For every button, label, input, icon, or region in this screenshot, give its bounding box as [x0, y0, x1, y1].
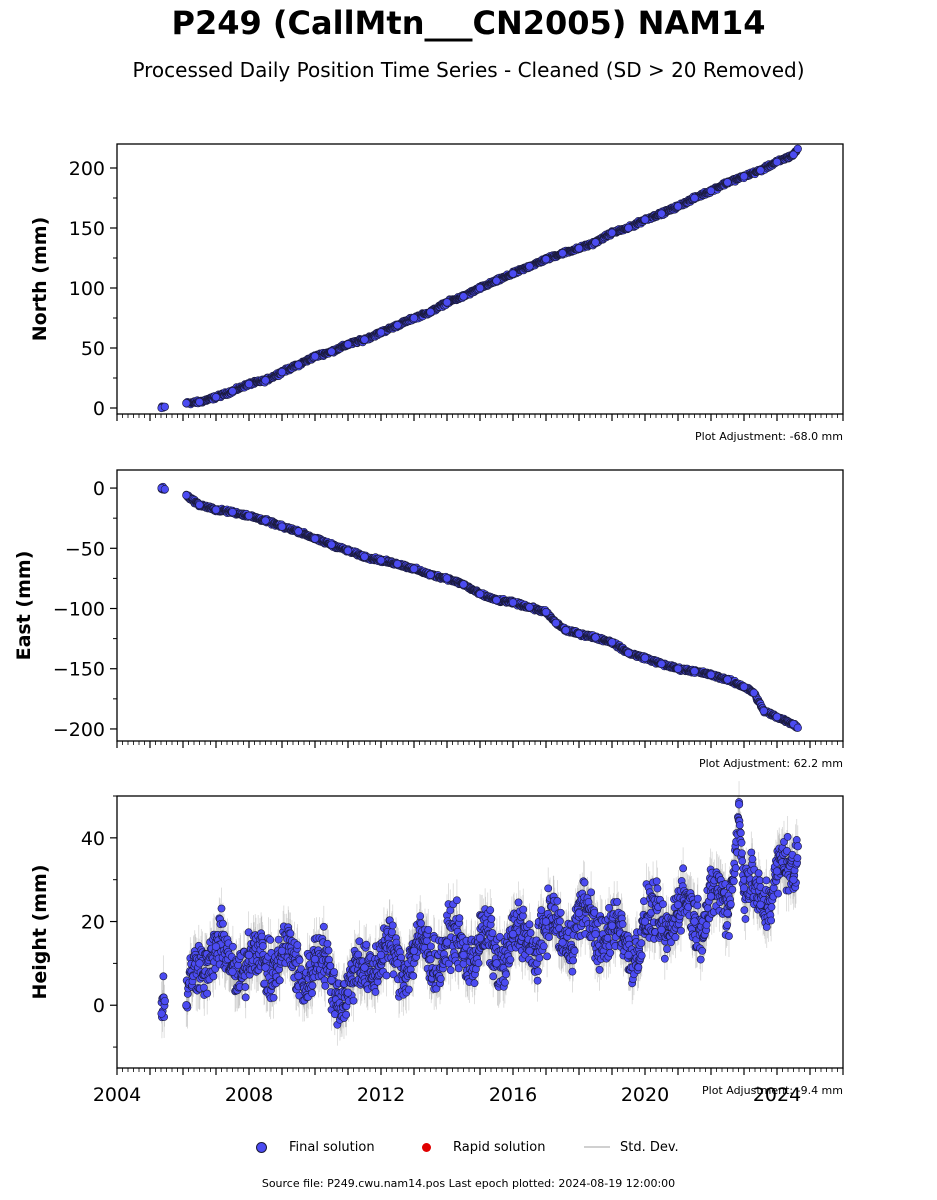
- data-point: [261, 376, 270, 385]
- data-point: [393, 321, 402, 330]
- data-point: [426, 307, 435, 317]
- y-tick-label: 0: [93, 478, 105, 500]
- data-point: [294, 360, 303, 369]
- data-point: [442, 298, 452, 307]
- data-point: [673, 202, 683, 211]
- y-tick-label: −200: [53, 719, 105, 741]
- data-point: [228, 387, 237, 396]
- data-point: [160, 402, 169, 411]
- data-point: [624, 223, 633, 233]
- data-point: [459, 292, 468, 301]
- data-point: [508, 269, 518, 278]
- data-point: [793, 144, 802, 153]
- data-point: [376, 328, 386, 337]
- y-tick-label: 50: [81, 338, 105, 360]
- data-point: [327, 347, 336, 356]
- y-axis-label: East (mm): [13, 551, 35, 661]
- y-axis-label: North (mm): [29, 217, 51, 342]
- data-point: [591, 238, 600, 247]
- y-tick-label: −50: [65, 538, 105, 560]
- y-tick-label: 0: [93, 398, 105, 420]
- data-point: [690, 193, 699, 203]
- data-point: [360, 335, 369, 344]
- data-point: [706, 186, 716, 195]
- data-point: [574, 244, 584, 253]
- data-point: [343, 340, 353, 349]
- data-point: [525, 262, 534, 271]
- data-point: [195, 397, 204, 407]
- chart-title: P249 (CallMtn___CN2005) NAM14: [0, 4, 937, 42]
- data-point: [640, 215, 650, 224]
- data-point: [211, 393, 221, 402]
- data-point: [723, 178, 732, 187]
- data-point: [558, 249, 567, 258]
- plot-adjustment-note: Plot Adjustment: -68.0 mm: [695, 430, 843, 443]
- data-point: [475, 283, 485, 293]
- data-point: [310, 352, 320, 361]
- y-tick-label: −150: [53, 659, 105, 681]
- data-point: [182, 399, 191, 408]
- data-point: [756, 166, 765, 175]
- y-tick-label: 100: [69, 278, 105, 300]
- data-point: [277, 367, 287, 377]
- data-point: [492, 276, 501, 285]
- plot-adjustment-note: Plot Adjustment: 62.2 mm: [699, 757, 843, 770]
- y-tick-label: 200: [69, 158, 105, 180]
- data-point: [541, 255, 551, 264]
- data-point: [607, 228, 617, 237]
- data-point: [409, 313, 419, 323]
- data-point: [739, 172, 749, 181]
- chart-subtitle: Processed Daily Position Time Series - C…: [0, 58, 937, 82]
- y-tick-label: 150: [69, 218, 105, 240]
- data-point: [244, 379, 254, 389]
- data-point: [772, 157, 782, 167]
- y-tick-label: −100: [53, 599, 105, 621]
- data-point: [657, 209, 666, 218]
